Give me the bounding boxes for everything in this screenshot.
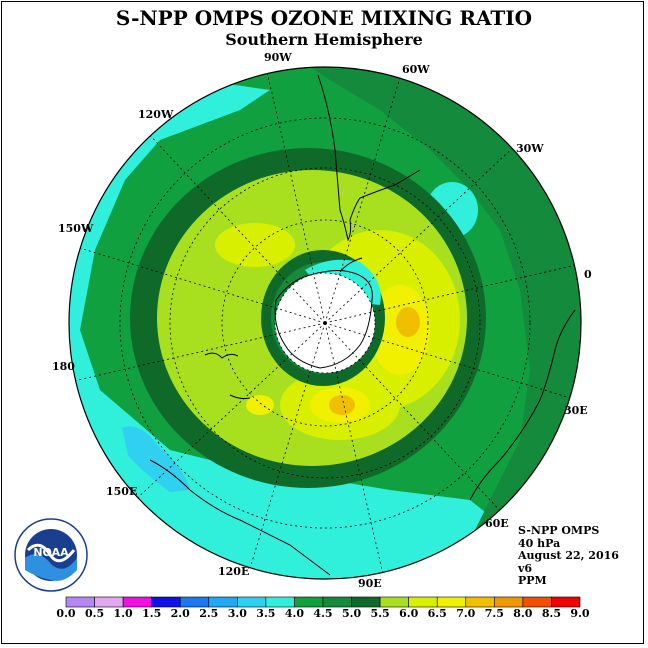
colorbar-tick-label: 3.0 xyxy=(227,607,247,620)
colorbar-swatch xyxy=(265,596,295,608)
colorbar-tick-label: 7.0 xyxy=(456,607,476,620)
colorbar-swatch xyxy=(322,596,352,608)
australia-coast xyxy=(149,459,331,576)
tasmania-coast xyxy=(229,394,251,400)
field-orange-7.0-south xyxy=(329,395,355,415)
lon-label-0: 0 xyxy=(584,268,592,281)
colorbar-swatch xyxy=(94,596,124,608)
field-yellow-6.0-north xyxy=(215,223,295,267)
graticule xyxy=(75,73,575,573)
info-satellite: S-NPP OMPS xyxy=(518,524,600,537)
field-blue-3.0 xyxy=(122,426,190,492)
colorbar-swatch xyxy=(122,596,152,608)
colorbar-tick-label: 3.5 xyxy=(256,607,276,620)
colorbar-tick-label: 9.0 xyxy=(570,607,590,620)
lon-label-150e: 150E xyxy=(106,485,138,498)
lon-label-180: 180 xyxy=(52,360,75,373)
colorbar-tick-label: 0.5 xyxy=(84,607,105,620)
colorbar-tick-label: 4.0 xyxy=(284,607,305,620)
colorbar-swatch xyxy=(151,596,181,608)
info-version: v6 xyxy=(518,561,533,575)
antarctica-coast xyxy=(274,270,373,369)
colorbar-swatch xyxy=(494,596,524,608)
colorbar-swatch xyxy=(237,596,267,608)
colorbar-tick-label: 6.5 xyxy=(427,607,447,620)
map-subtitle: Southern Hemisphere xyxy=(225,30,423,49)
ozone-field xyxy=(69,67,581,579)
colorbar-tick-label: 5.0 xyxy=(341,607,362,620)
map-boundary xyxy=(68,66,582,580)
colorbar-tick-label: 2.5 xyxy=(199,607,219,620)
new-zealand-coast xyxy=(204,352,239,359)
colorbar-swatch xyxy=(294,596,324,608)
colorbar-swatch xyxy=(179,596,210,608)
colorbar-tick-label: 5.5 xyxy=(370,607,390,620)
lon-label-120e: 120E xyxy=(218,565,250,578)
noaa-logo: NOAA xyxy=(14,518,88,592)
latitude-circle-edge xyxy=(119,117,531,529)
colorbar-swatch xyxy=(436,596,467,608)
coastlines xyxy=(149,74,576,576)
colorbar-tick-label: 4.5 xyxy=(313,607,333,620)
lon-label-90e: 90E xyxy=(358,577,382,590)
field-orange-7.0-east xyxy=(396,307,420,337)
colorbar-tick-label: 8.0 xyxy=(513,607,533,620)
colorbar-swatch xyxy=(208,596,238,608)
latitude-circle-outer xyxy=(169,167,481,479)
colorbar-swatch xyxy=(551,596,581,608)
colorbar-tick-label: 6.0 xyxy=(399,607,419,620)
colorbar-swatch xyxy=(351,596,381,608)
colorbar-swatch xyxy=(379,596,409,608)
lon-label-60w: 60W xyxy=(402,63,430,76)
south-america-coast xyxy=(317,74,421,242)
lon-label-30e: 30E xyxy=(564,404,588,417)
africa-coast xyxy=(469,309,576,501)
colorbar-swatch xyxy=(465,596,495,608)
lon-label-30w: 30W xyxy=(516,142,544,155)
colorbar-tick-label: 8.5 xyxy=(541,607,562,620)
info-pressure: 40 hPa xyxy=(518,536,561,550)
colorbar-swatch xyxy=(65,596,95,608)
colorbar-tick-label: 1.5 xyxy=(142,607,162,620)
colorbar-tick-label: 2.0 xyxy=(170,607,190,620)
lon-label-150w: 150W xyxy=(58,222,94,235)
field-darkgreen-4.5 xyxy=(300,67,581,579)
colorbar-tick-label: 7.5 xyxy=(484,607,504,620)
map-title: S-NPP OMPS OZONE MIXING RATIO xyxy=(115,6,533,30)
info-block: S-NPP OMPS 40 hPa August 22, 2016 v6 PPM xyxy=(518,524,619,588)
latitude-circle-mid xyxy=(221,219,429,427)
info-date: August 22, 2016 xyxy=(518,549,619,562)
latitude-circle-inner xyxy=(274,272,376,374)
south-pole-marker xyxy=(323,321,327,325)
field-yellow-6.5-sw xyxy=(246,395,274,415)
noaa-logo-text: NOAA xyxy=(33,546,69,559)
lon-label-60e: 60E xyxy=(485,517,509,530)
lon-label-90w: 90W xyxy=(264,51,292,64)
colorbar-swatch xyxy=(408,596,438,608)
colorbar-swatch xyxy=(522,596,552,608)
colorbar-tick-label: 0.0 xyxy=(56,607,76,620)
lon-label-120w: 120W xyxy=(138,108,174,121)
antarctic-peninsula xyxy=(339,257,363,273)
colorbar-tick-label: 1.0 xyxy=(113,607,133,620)
info-unit: PPM xyxy=(518,574,547,587)
